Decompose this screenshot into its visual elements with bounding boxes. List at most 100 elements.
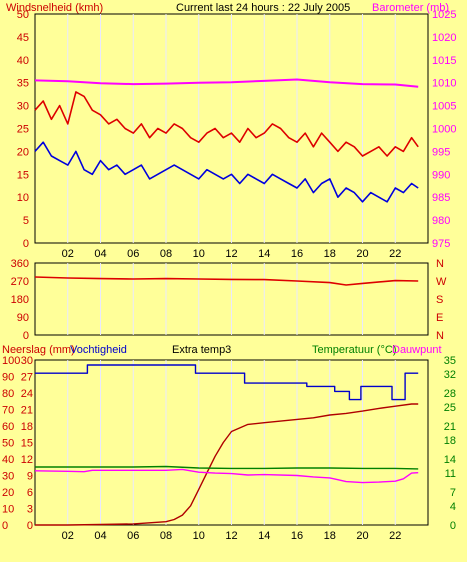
barometer-tick-label: 1020 bbox=[432, 32, 456, 44]
temperature-tick-label: 28 bbox=[444, 388, 456, 400]
series-layer bbox=[34, 78, 419, 526]
x-tick-label: 02 bbox=[62, 248, 74, 260]
x-tick-label: 14 bbox=[258, 530, 270, 542]
humidity-tick-label: 6 bbox=[27, 487, 33, 499]
humidity-tick-label: 12 bbox=[21, 454, 33, 466]
compass-tick-label: S bbox=[436, 294, 443, 306]
series-average bbox=[34, 141, 419, 203]
x-tick-label: 10 bbox=[193, 530, 205, 542]
temperature-tick-label: 32 bbox=[444, 369, 456, 381]
x-tick-label: 08 bbox=[160, 248, 172, 260]
humidity-tick-label: 30 bbox=[21, 355, 33, 367]
grid-layer bbox=[67, 14, 396, 525]
x-tick-label: 16 bbox=[291, 530, 303, 542]
rain-tick-label: 70 bbox=[2, 405, 14, 417]
wind-tick-label: 40 bbox=[17, 55, 29, 67]
x-tick-label: 02 bbox=[62, 530, 74, 542]
direction-tick-label: 270 bbox=[11, 276, 29, 288]
dewpoint-axis-title: Dauwpunt bbox=[392, 344, 442, 356]
x-tick-label: 16 bbox=[291, 248, 303, 260]
chart-title: Current last 24 hours : 22 July 2005 bbox=[176, 2, 350, 14]
direction-tick-label: 90 bbox=[17, 312, 29, 324]
barometer-tick-label: 975 bbox=[432, 238, 450, 250]
series-direction bbox=[34, 276, 419, 286]
wind-tick-label: 45 bbox=[17, 32, 29, 44]
direction-tick-label: 0 bbox=[23, 330, 29, 342]
series-vochtigheid bbox=[35, 364, 419, 401]
x-tick-label: 08 bbox=[160, 530, 172, 542]
wind-tick-label: 35 bbox=[17, 78, 29, 90]
x-tick-label: 20 bbox=[356, 248, 368, 260]
x-tick-label: 18 bbox=[324, 248, 336, 260]
rain-tick-label: 100 bbox=[2, 355, 20, 367]
rain-tick-label: 10 bbox=[2, 504, 14, 516]
rain-tick-label: 40 bbox=[2, 454, 14, 466]
x-tick-label: 12 bbox=[225, 530, 237, 542]
x-tick-label: 14 bbox=[258, 248, 270, 260]
direction-tick-label: 180 bbox=[11, 294, 29, 306]
wind-tick-label: 30 bbox=[17, 101, 29, 113]
wind-axis-title: Windsnelheid (kmh) bbox=[6, 2, 103, 14]
x-tick-label: 06 bbox=[127, 530, 139, 542]
wind-tick-label: 0 bbox=[23, 238, 29, 250]
barometer-tick-label: 1015 bbox=[432, 55, 456, 67]
tick-label-layer: 0510152025303540455097598098599099510001… bbox=[2, 9, 456, 542]
x-tick-label: 10 bbox=[193, 248, 205, 260]
temperature-tick-label: 14 bbox=[444, 454, 456, 466]
temperature-tick-label: 18 bbox=[444, 435, 456, 447]
series-temperatuurc bbox=[35, 465, 419, 470]
series-barometer bbox=[34, 78, 419, 88]
compass-tick-label: W bbox=[436, 276, 447, 288]
temperature-tick-label: 21 bbox=[444, 421, 456, 433]
wind-tick-label: 50 bbox=[17, 9, 29, 21]
rain-tick-label: 80 bbox=[2, 388, 14, 400]
wind-tick-label: 10 bbox=[17, 192, 29, 204]
temperature-axis-title: Temperatuur (°C) bbox=[312, 344, 396, 356]
temperature-tick-label: 25 bbox=[444, 402, 456, 414]
temperature-tick-label: 4 bbox=[450, 501, 456, 513]
wind-tick-label: 25 bbox=[17, 124, 29, 136]
barometer-tick-label: 1025 bbox=[432, 9, 456, 21]
temperature-tick-label: 11 bbox=[445, 468, 456, 480]
compass-tick-label: N bbox=[436, 330, 444, 342]
rain-tick-label: 30 bbox=[2, 471, 14, 483]
rain-tick-label: 50 bbox=[2, 438, 14, 450]
x-tick-label: 22 bbox=[389, 248, 401, 260]
series-gust bbox=[34, 91, 419, 157]
compass-tick-label: E bbox=[436, 312, 443, 324]
x-tick-label: 22 bbox=[389, 530, 401, 542]
wind-tick-label: 20 bbox=[17, 146, 29, 158]
rain-tick-label: 0 bbox=[2, 520, 8, 532]
extra-temp-title: Extra temp3 bbox=[172, 344, 231, 356]
humidity-tick-label: 18 bbox=[21, 421, 33, 433]
rain-tick-label: 60 bbox=[2, 421, 14, 433]
barometer-tick-label: 1000 bbox=[432, 124, 456, 136]
humidity-tick-label: 3 bbox=[27, 504, 33, 516]
humidity-tick-label: 9 bbox=[27, 471, 33, 483]
humidity-tick-label: 15 bbox=[21, 438, 33, 450]
temperature-tick-label: 35 bbox=[444, 355, 456, 367]
x-tick-label: 06 bbox=[127, 248, 139, 260]
humidity-tick-label: 24 bbox=[21, 388, 33, 400]
wind-tick-label: 15 bbox=[17, 169, 29, 181]
rain-tick-label: 20 bbox=[2, 487, 14, 499]
humidity-axis-title: Vochtigheid bbox=[70, 344, 127, 356]
x-tick-label: 04 bbox=[94, 248, 106, 260]
series-dauwpunt bbox=[34, 468, 419, 484]
humidity-tick-label: 21 bbox=[21, 405, 33, 417]
humidity-tick-label: 0 bbox=[27, 520, 33, 532]
barometer-tick-label: 995 bbox=[432, 146, 450, 158]
barometer-tick-label: 980 bbox=[432, 215, 450, 227]
barometer-tick-label: 985 bbox=[432, 192, 450, 204]
x-tick-label: 04 bbox=[94, 530, 106, 542]
x-tick-label: 18 bbox=[324, 530, 336, 542]
humidity-tick-label: 27 bbox=[21, 372, 33, 384]
barometer-axis-title: Barometer (mb) bbox=[372, 2, 449, 14]
temperature-tick-label: 0 bbox=[450, 520, 456, 532]
wind-tick-label: 5 bbox=[23, 215, 29, 227]
barometer-tick-label: 1005 bbox=[432, 101, 456, 113]
series-neerslagmm bbox=[35, 403, 419, 526]
compass-tick-label: N bbox=[436, 258, 444, 270]
x-tick-label: 20 bbox=[356, 530, 368, 542]
